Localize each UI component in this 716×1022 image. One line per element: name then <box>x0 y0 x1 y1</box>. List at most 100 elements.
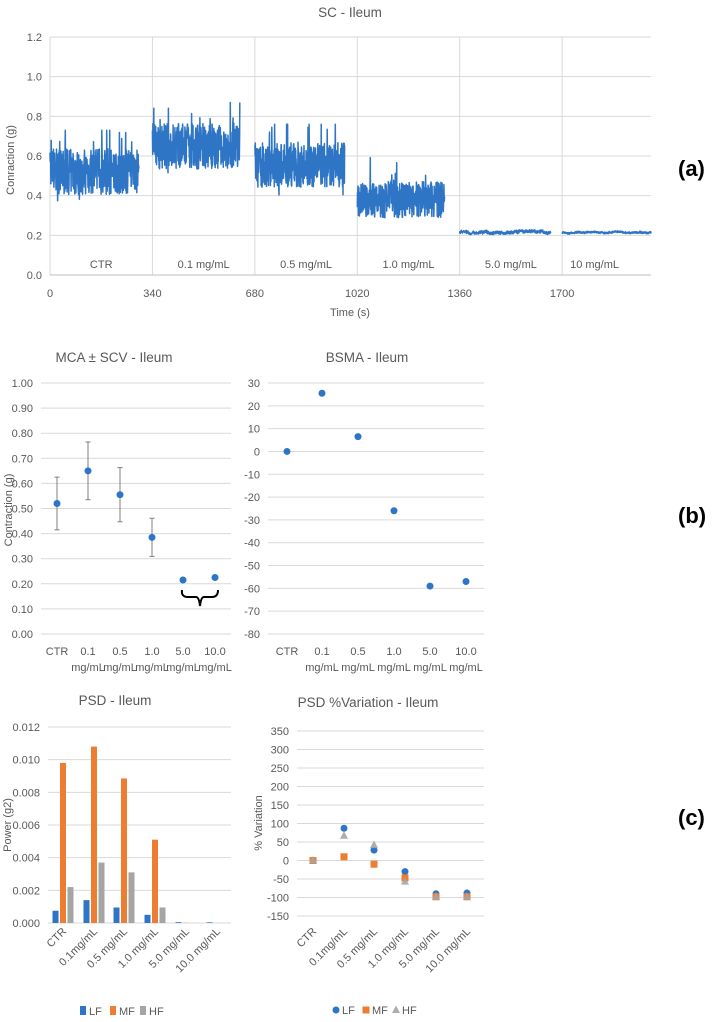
psdvar-ytick-label: 250 <box>271 763 289 775</box>
sc-ytick-label: 0.0 <box>27 270 42 282</box>
psd-legend-swatch-lf <box>80 1006 86 1015</box>
psd-ytick-label: 0.012 <box>12 722 40 734</box>
psd-bar-mf <box>121 778 127 923</box>
psdvar-ytick-label: 50 <box>277 837 289 849</box>
mca-title: MCA ± SCV - Ileum <box>56 350 173 365</box>
mca-ytick-label: 0.30 <box>12 554 33 566</box>
mca-xtick-unit: mg/mL <box>103 662 137 674</box>
mca-xtick-label: 0.1 <box>80 646 95 658</box>
bsma-point <box>390 507 398 515</box>
psdvar-ytick-label: 350 <box>271 726 289 738</box>
sc-title: SC - Ileum <box>318 5 382 20</box>
bsma-ytick-label: 10 <box>248 424 260 436</box>
mca-point <box>211 574 219 582</box>
mca-ytick-label: 0.60 <box>12 478 33 490</box>
bsma-point <box>318 389 326 397</box>
bsma-xtick-label: 0.1 <box>314 646 329 658</box>
psdvar-point-mf <box>370 860 378 868</box>
mca-point <box>179 576 187 584</box>
bsma-ytick-label: 0 <box>254 446 260 458</box>
mca-ytick-label: 0.00 <box>12 629 33 641</box>
psdvar-ytick-label: -150 <box>267 911 289 923</box>
psdvar-ytick-label: -100 <box>267 893 289 905</box>
mca-point <box>148 533 156 541</box>
psd-title: PSD - Ileum <box>79 693 152 708</box>
bsma-xtick-unit: mg/mL <box>413 662 447 674</box>
mca-xtick-unit: mg/mL <box>166 662 200 674</box>
psd-legend-swatch-mf <box>110 1006 116 1015</box>
psd-bar-lf <box>175 922 182 923</box>
mca-xtick-unit: mg/mL <box>198 662 232 674</box>
sc-trace-segment <box>561 230 652 235</box>
mca-ytick-label: 0.90 <box>12 403 33 415</box>
psd-bar-hf <box>128 872 135 923</box>
bsma-xtick-unit: mg/mL <box>341 662 375 674</box>
sc-segment-label: 10 mg/mL <box>570 259 619 271</box>
sc-trace-segment <box>254 123 346 196</box>
psd-bar-mf <box>152 839 158 923</box>
sc-ylabel: Conraction (g) <box>5 125 17 195</box>
psdvar-point-hf <box>370 840 378 848</box>
sc-xtick-label: 1020 <box>345 288 369 300</box>
psd-legend-label: LF <box>89 1006 102 1018</box>
bsma-xtick-unit: mg/mL <box>449 662 483 674</box>
psdvar-point-hf <box>432 892 440 900</box>
bsma-point <box>354 433 362 441</box>
sc-segment-label: 5.0 mg/mL <box>485 259 537 271</box>
mca-xtick-label: 0.5 <box>112 646 127 658</box>
panel-label-a: (a) <box>678 156 705 181</box>
psdvar-point-hf <box>401 877 409 885</box>
psd-bar-hf <box>98 862 105 923</box>
bsma-ytick-label: -20 <box>244 492 260 504</box>
sc-segment-label: CTR <box>90 259 113 271</box>
panel-label-b: (b) <box>678 503 706 528</box>
bsma-point <box>462 578 470 586</box>
sc-ytick-label: 0.4 <box>27 191 42 203</box>
psd-bar-lf <box>52 910 59 923</box>
mca-xtick-unit: mg/mL <box>135 662 169 674</box>
psdvar-legend-label: LF <box>342 1005 355 1017</box>
psd-ytick-label: 0.002 <box>12 885 40 897</box>
mca-ytick-label: 0.20 <box>12 579 33 591</box>
psd-bar-mf <box>60 762 66 923</box>
sc-trace-segment <box>49 129 140 202</box>
psdvar-point-lf <box>332 1006 340 1014</box>
sc-ytick-label: 1.0 <box>27 72 42 84</box>
psd-ytick-label: 0.008 <box>12 787 40 799</box>
psdvar-point-lf <box>401 868 409 876</box>
sc-ytick-label: 1.2 <box>27 32 42 44</box>
sc-xtick-label: 1700 <box>550 288 574 300</box>
bsma-xtick-unit: mg/mL <box>305 662 339 674</box>
sc-trace-segment <box>356 156 446 219</box>
psdvar-ytick-label: 150 <box>271 800 289 812</box>
psd-bar-lf <box>83 900 90 923</box>
bsma-xtick-label: 10.0 <box>455 646 476 658</box>
psdvar-point-hf <box>340 831 348 839</box>
bsma-ytick-label: 20 <box>248 401 260 413</box>
psd-bar-mf <box>91 746 97 923</box>
sc-xtick-label: 1360 <box>447 288 471 300</box>
psdvar-ytick-label: 200 <box>271 782 289 794</box>
sc-ytick-label: 0.8 <box>27 111 42 123</box>
mca-ytick-label: 1.00 <box>12 378 33 390</box>
psd-ylabel: Power (g2) <box>2 798 14 852</box>
psd-ytick-label: 0.010 <box>12 755 40 767</box>
psd-legend-swatch-hf <box>140 1006 146 1015</box>
psdvar-point-hf <box>463 892 471 900</box>
mca-point <box>84 467 92 475</box>
bsma-ytick-label: -40 <box>244 538 260 550</box>
mca-ytick-label: 0.80 <box>12 428 33 440</box>
bsma-ytick-label: -10 <box>244 469 260 481</box>
psd-ytick-label: 0.006 <box>12 820 40 832</box>
bsma-point <box>283 447 291 455</box>
psdvar-ylabel: % Variation <box>253 795 265 850</box>
psdvar-ytick-label: 0 <box>283 856 289 868</box>
psd-bar-hf <box>67 887 74 923</box>
mca-point <box>53 499 61 507</box>
bsma-ytick-label: -50 <box>244 561 260 573</box>
psdvar-ytick-label: -50 <box>273 874 289 886</box>
psdvar-point-hf <box>309 856 317 864</box>
sc-xtick-label: 340 <box>143 288 161 300</box>
bsma-xtick-label: CTR <box>276 646 299 658</box>
bsma-ytick-label: 30 <box>248 378 260 390</box>
